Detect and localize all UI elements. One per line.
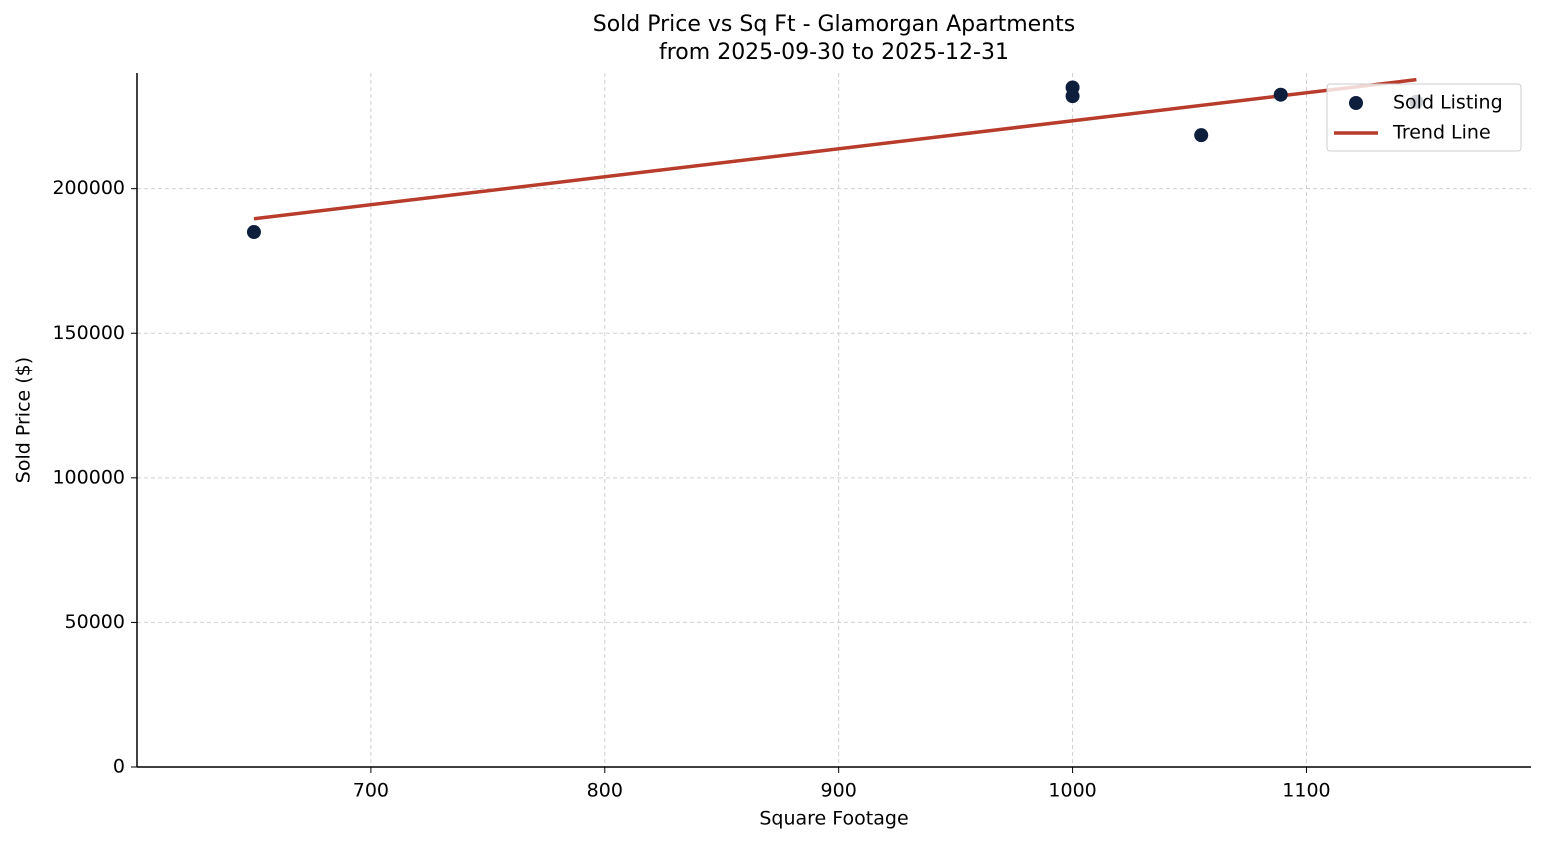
x-tick-label: 1000 (1048, 780, 1096, 802)
trend-line (253, 77, 1417, 221)
legend-label: Sold Listing (1393, 92, 1503, 114)
legend-label: Trend Line (1392, 122, 1491, 144)
point (1273, 87, 1288, 102)
x-tick-label: 1100 (1282, 780, 1330, 802)
x-axis-label: Square Footage (759, 808, 908, 830)
point (246, 225, 261, 240)
point (1194, 128, 1209, 143)
chart-subtitle: from 2025-09-30 to 2025-12-31 (659, 40, 1009, 65)
x-tick-label: 700 (353, 780, 389, 802)
legend-swatch (1349, 96, 1363, 110)
x-tick-label: 800 (587, 780, 623, 802)
x-tick-label: 900 (821, 780, 857, 802)
y-tick-label: 100000 (52, 466, 125, 488)
plot-area (246, 77, 1424, 240)
legend: Sold Listing Trend Line (1326, 83, 1522, 152)
chart-title: Sold Price vs Sq Ft - Glamorgan Apartmen… (593, 12, 1076, 37)
y-tick-label: 150000 (52, 322, 125, 344)
point (1065, 89, 1080, 104)
grid (137, 73, 1531, 768)
y-tick-label: 200000 (52, 177, 125, 199)
y-tick-label: 50000 (65, 611, 125, 633)
y-tick-label: 0 (113, 756, 125, 778)
y-axis-label: Sold Price ($) (13, 357, 35, 483)
